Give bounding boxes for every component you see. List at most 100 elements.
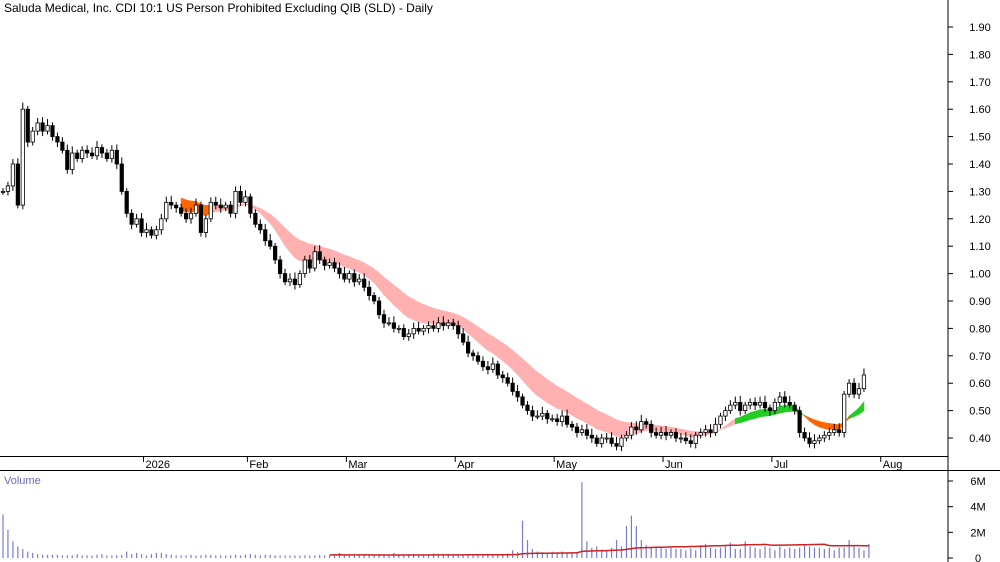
moving-average-band-segment [824, 422, 830, 430]
candle-body [253, 212, 258, 225]
candle-body [5, 185, 11, 192]
candle-body [728, 404, 733, 411]
moving-average-band-segment [398, 288, 405, 316]
time-tick-label: Aug [883, 459, 903, 471]
volume-tick-label: 4M [970, 502, 985, 514]
moving-average-band-segment [566, 391, 573, 416]
candle-body [490, 363, 495, 370]
candle-body [466, 341, 471, 354]
candle-body [614, 443, 619, 447]
candle-body [619, 437, 624, 447]
candle-body [564, 415, 570, 425]
time-tick-label: Apr [457, 459, 474, 471]
moving-average-band-segment [423, 304, 429, 324]
time-tick-label: May [556, 459, 577, 471]
candle-body [752, 401, 758, 406]
candle-body [802, 432, 807, 439]
candle-body [391, 322, 396, 329]
moving-average-band-segment [576, 397, 583, 421]
moving-average-band-segment [344, 254, 350, 269]
candle-body [658, 432, 664, 436]
moving-average-band-segment [571, 394, 578, 419]
candle-body [847, 382, 852, 395]
candle-body [401, 327, 406, 338]
candle-body [451, 322, 456, 327]
candle-body [678, 437, 683, 440]
candle-body [599, 437, 604, 444]
candle-body [193, 204, 199, 214]
moving-average-band-segment [749, 410, 756, 420]
moving-average-band-segment [443, 310, 449, 325]
moving-average-band-segment [551, 382, 558, 409]
candle-body [243, 196, 248, 203]
moving-average-band-segment [433, 307, 439, 325]
price-tick-label: 0.80 [969, 323, 990, 335]
candle-body [782, 396, 787, 403]
candle-body [174, 204, 179, 209]
candle-body [842, 393, 847, 433]
candle-body [169, 201, 174, 206]
candle-body [812, 440, 817, 444]
candle-body [75, 152, 80, 159]
candle-body [574, 426, 580, 433]
candle-body [159, 218, 164, 231]
candle-body [10, 163, 15, 187]
moving-average-band-segment [492, 335, 499, 358]
price-tick-label: 1.00 [969, 269, 990, 281]
candle-body [416, 327, 421, 332]
candle-body [342, 273, 347, 280]
price-tick-label: 1.80 [969, 49, 990, 61]
candle-body [213, 201, 218, 206]
candle-body [282, 273, 288, 283]
candle-body [307, 259, 312, 269]
moving-average-band-segment [759, 409, 766, 418]
moving-average-band-segment [329, 248, 335, 263]
candle-body [555, 418, 560, 422]
candle-body [589, 434, 594, 439]
price-tick-label: 1.90 [969, 22, 990, 34]
price-tick-label: 1.20 [969, 214, 990, 226]
candle-body [20, 108, 25, 206]
candle-body [856, 388, 862, 395]
candle-body [644, 421, 649, 425]
candle-body [376, 300, 382, 316]
candle-body [515, 391, 520, 398]
candle-body [302, 259, 307, 274]
candle-body [35, 122, 40, 132]
candle-body [119, 163, 124, 192]
candle-body [273, 245, 278, 261]
candle-body [663, 432, 669, 436]
candle-body [396, 327, 401, 330]
candle-body [762, 401, 768, 409]
candle-body [520, 396, 525, 406]
candle-body [134, 218, 139, 225]
candle-body [70, 152, 75, 170]
candle-body [851, 382, 857, 395]
candle-body [40, 122, 45, 132]
candle-body [634, 426, 639, 431]
candle-body [733, 401, 738, 406]
candle-body [367, 286, 372, 296]
moving-average-band-segment [413, 298, 419, 323]
candle-body [109, 149, 114, 159]
candle-body [654, 432, 659, 436]
volume-bars [2, 482, 870, 558]
candle-body [480, 360, 486, 368]
time-tick-label: 2026 [145, 459, 169, 471]
candle-body [139, 218, 144, 233]
price-tick-label: 1.10 [969, 241, 990, 253]
candle-body [124, 190, 129, 214]
candle-body [30, 130, 35, 143]
candle-body [861, 374, 867, 390]
chart-title: Saluda Medical, Inc. CDI 10:1 US Person … [4, 1, 433, 15]
candle-body [292, 278, 298, 285]
candle-body [777, 396, 782, 403]
moving-average-band-segment [393, 284, 400, 311]
candle-body [89, 152, 95, 157]
candle-body [55, 136, 60, 143]
candle-body [277, 259, 283, 274]
candle-body [188, 212, 194, 220]
moving-average-band-segment [601, 412, 607, 433]
moving-average-band-segment [418, 301, 424, 324]
